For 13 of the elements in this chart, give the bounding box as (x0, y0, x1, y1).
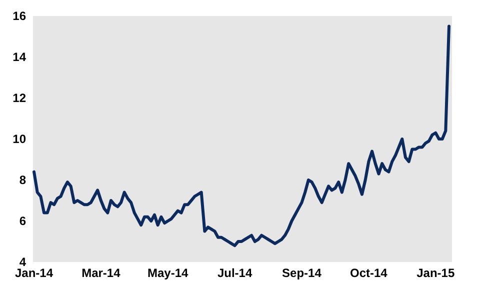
y-tick-label: 12 (12, 91, 26, 106)
x-tick-label: Oct-14 (350, 266, 388, 280)
x-tick-label: Sep-14 (282, 266, 322, 280)
x-tick-label: Jul-14 (217, 266, 252, 280)
line-series (32, 24, 450, 248)
y-tick-label: 10 (12, 132, 26, 146)
y-tick-label: 8 (19, 173, 26, 188)
y-tick-label: 16 (12, 9, 26, 24)
x-tick-label: May-14 (148, 266, 189, 280)
x-tick-label: Mar-14 (82, 266, 121, 280)
y-tick-label: 6 (19, 214, 26, 228)
x-tick-label: Jan-15 (416, 266, 455, 280)
y-tick-label: 14 (12, 50, 26, 64)
